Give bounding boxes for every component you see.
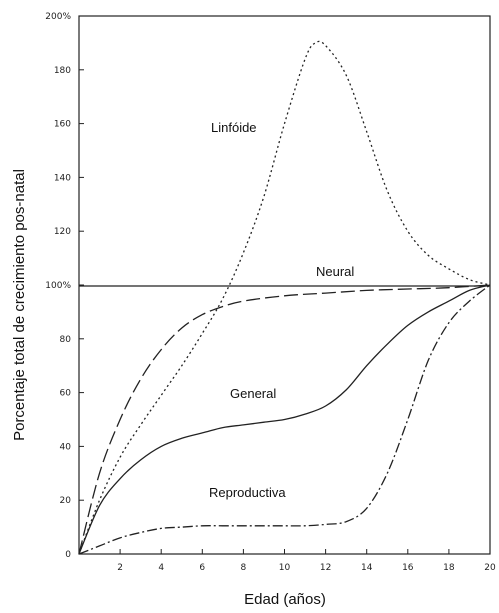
x-tick-label: 6 xyxy=(199,563,205,573)
y-tick-label: 80 xyxy=(60,335,72,345)
series-label-reproductiva: Reproductiva xyxy=(209,485,286,500)
y-tick-label: 180 xyxy=(54,66,71,76)
series-layer xyxy=(78,40,491,555)
series-line-general xyxy=(78,284,491,555)
x-tick-label: 20 xyxy=(484,563,496,573)
y-tick-label: 40 xyxy=(60,442,72,452)
x-axis: 2 4 6 8 10 12 14 16 18 20 xyxy=(117,549,496,573)
y-axis-title: Porcentaje total de crecimiento pos-nata… xyxy=(11,169,28,441)
series-line-neural xyxy=(78,284,491,555)
x-tick-label: 10 xyxy=(279,563,291,573)
y-tick-label: 20 xyxy=(60,496,72,506)
plot-frame xyxy=(78,15,491,555)
x-tick-label: 18 xyxy=(443,563,455,573)
x-tick-label: 12 xyxy=(320,563,331,573)
x-tick-label: 14 xyxy=(361,563,373,573)
series-label-general: General xyxy=(230,386,276,401)
y-axis: 0 20 40 60 80 100% 120 140 160 180 200% xyxy=(45,12,84,560)
x-axis-title: Edad (años) xyxy=(244,591,326,608)
y-tick-label: 160 xyxy=(54,120,71,130)
series-line-reproductiva xyxy=(78,284,491,555)
y-tick-label: 120 xyxy=(54,227,71,237)
series-line-linfoide xyxy=(78,40,491,555)
series-label-neural: Neural xyxy=(316,264,354,279)
y-tick-label: 60 xyxy=(60,389,72,399)
x-tick-label: 8 xyxy=(241,563,247,573)
x-tick-label: 4 xyxy=(158,563,164,573)
y-tick-label: 100% xyxy=(45,281,71,291)
series-label-linfoide: Linfóide xyxy=(211,120,257,135)
x-tick-label: 2 xyxy=(117,563,123,573)
x-tick-label: 16 xyxy=(402,563,414,573)
y-tick-label: 200% xyxy=(45,12,71,22)
y-tick-label: 140 xyxy=(54,173,71,183)
y-tick-label: 0 xyxy=(65,550,71,560)
